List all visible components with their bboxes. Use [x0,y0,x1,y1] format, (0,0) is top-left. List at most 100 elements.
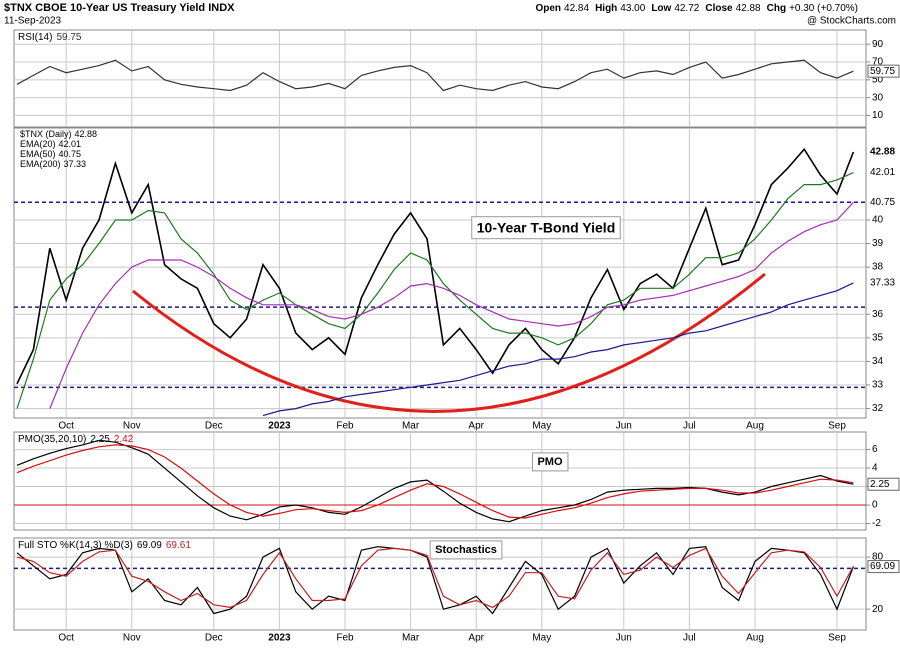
y-tick-label: 80 [872,552,884,563]
legend-value: 42.88 [75,129,98,139]
quote-label: Close [705,3,733,14]
series-line [16,172,854,409]
quote-value: 43.00 [620,3,645,14]
x-tick-label: Aug [746,421,764,432]
value-box [867,276,900,290]
x-tick-label: Sep [828,633,846,644]
y-tick-label: 38 [872,262,884,273]
legend-title: RSI(14) [18,32,52,43]
value-label: 42.01 [870,167,895,178]
series-line [16,444,854,519]
x-tick-label: Jun [616,421,632,432]
quote-value: 42.84 [564,3,589,14]
legend-value: 42.01 [59,139,82,149]
legend: $TNX (Daily) 42.88 [20,129,97,139]
quote-value: +0.30 (+0.70%) [789,3,858,14]
quote-label: Low [651,3,671,14]
x-tick-label: Jul [683,633,696,644]
y-tick-label: 30 [872,92,884,103]
value-box [867,477,900,491]
series-line [262,282,854,417]
series-line [16,546,854,615]
annotation: PMO [537,456,563,468]
chart-title: $TNX CBOE 10-Year US Treasury Yield INDX [4,2,235,14]
x-tick-label: Jul [683,421,696,432]
x-tick-label: May [532,633,551,644]
series-line [16,147,855,385]
legend: EMA(200) 37.33 [20,159,86,169]
legend-value: 2.25 [90,434,110,445]
legend: EMA(50) 40.75 [20,149,81,159]
legend-value: 40.75 [59,149,82,159]
quote-label: Chg [767,3,786,14]
value-box [867,64,900,78]
x-tick-label: Dec [205,633,223,644]
x-tick-label: Aug [746,633,764,644]
y-tick-label: 4 [872,463,878,474]
x-tick-label: Apr [468,421,484,432]
annotation-box [429,540,503,560]
annotation-box [471,216,621,240]
x-tick-label: Feb [336,421,354,432]
value-label: 40.75 [870,197,895,208]
y-tick-label: 35 [872,332,884,343]
legend: EMA(20) 42.01 [20,139,81,149]
y-tick-label: 20 [872,604,884,615]
y-tick-label: 34 [872,356,884,367]
x-tick-label: Oct [58,633,74,644]
legend-value: 69.61 [166,540,191,551]
legend-name: $TNX (Daily) [20,129,72,139]
y-tick-label: 10 [872,110,884,121]
annotation-box [531,452,569,472]
legend-value: 37.33 [64,159,87,169]
y-tick-label: 32 [872,403,884,414]
value-box [867,195,900,209]
y-tick-label: 70 [872,57,884,68]
legend-title: Full STO %K(14,3) %D(3) [18,540,133,551]
panel-frame [13,127,867,419]
legend-name: EMA(20) [20,139,56,149]
x-tick-label: Feb [336,633,354,644]
legend-value: 2.42 [114,434,134,445]
quote-label: Open [535,3,561,14]
series-line [49,201,854,409]
date: 11-Sep-2023 [4,16,62,27]
y-tick-label: -2 [872,518,881,529]
quote-label: High [595,3,617,14]
y-tick-label: 0 [872,500,878,511]
quote-value: 42.72 [674,3,699,14]
x-tick-label: Jun [616,633,632,644]
y-tick-label: 33 [872,380,884,391]
y-tick-label: 36 [872,309,884,320]
series-line [16,547,854,609]
panel-frame [13,431,867,531]
legend-value: 59.75 [56,32,81,43]
legend-name: EMA(200) [20,159,61,169]
annotation: Stochastics [435,544,497,556]
x-tick-label: Sep [828,421,846,432]
x-tick-label: 2023 [268,421,291,432]
value-label: 42.88 [870,147,895,158]
value-label: 37.33 [870,278,895,289]
value-box [867,145,900,159]
y-tick-label: 90 [872,39,884,50]
cup-curve [132,272,766,413]
panel-frame [13,29,867,128]
x-tick-label: Dec [205,421,223,432]
value-label: 2.25 [870,479,890,490]
x-tick-label: Oct [58,421,74,432]
value-label: 69.09 [870,561,895,572]
x-tick-label: Nov [123,633,141,644]
series-line [16,59,854,92]
value-box [867,166,900,180]
annotation: 10-Year T-Bond Yield [477,220,616,236]
legend-name: EMA(50) [20,149,56,159]
x-tick-label: 2023 [268,633,291,644]
quote: Open 42.84 High 43.00 Low 42.72 Close 42.88 Chg +… [535,3,858,14]
series-line [16,439,854,523]
y-tick-label: 6 [872,444,878,455]
value-box [867,560,900,574]
legend: Full STO %K(14,3) %D(3) 69.09 69.61 [18,540,191,551]
y-tick-label: 50 [872,74,884,85]
